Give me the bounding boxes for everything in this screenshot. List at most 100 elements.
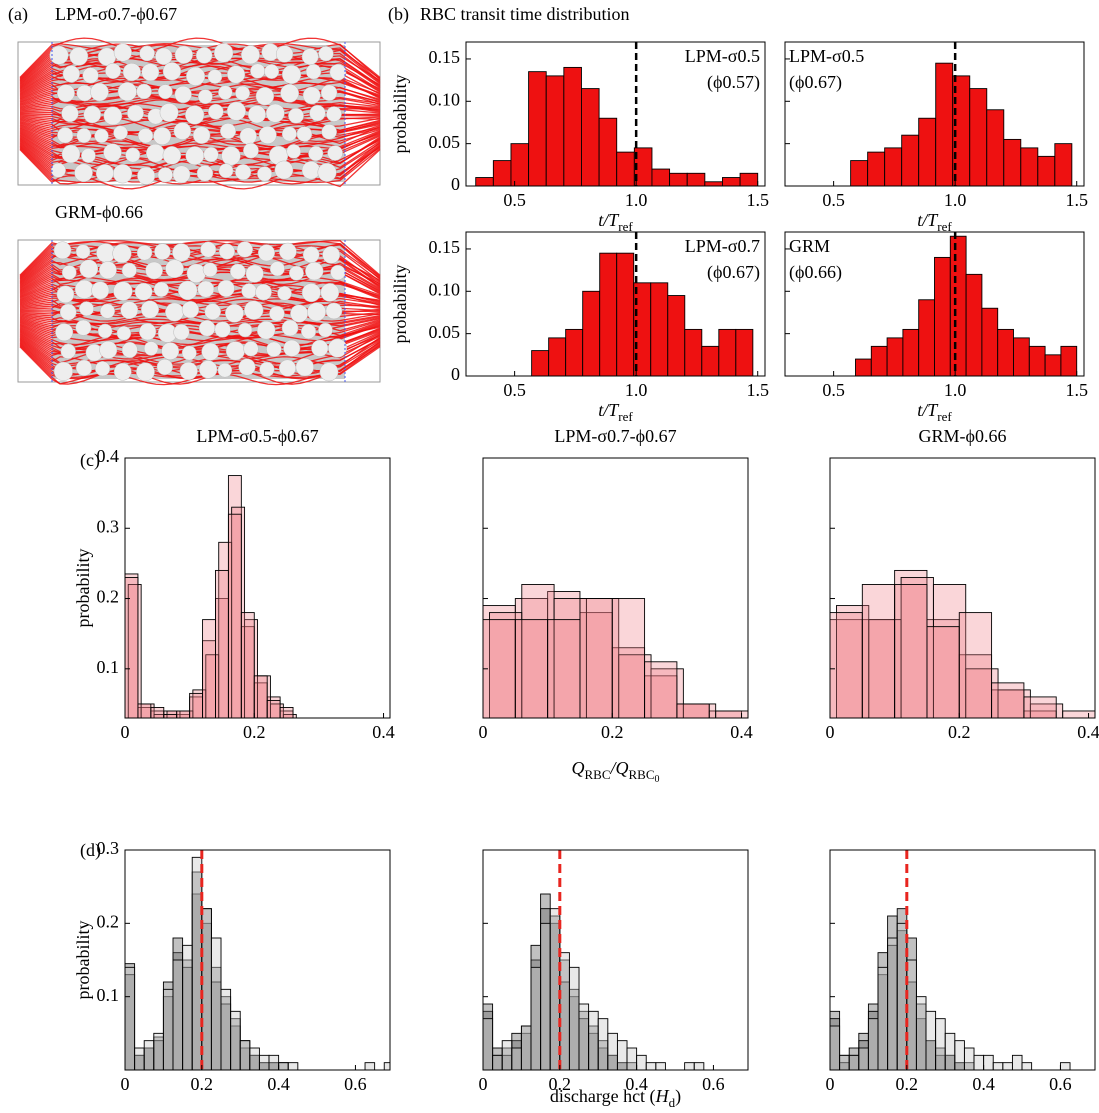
post — [113, 164, 132, 183]
post — [144, 341, 158, 355]
y-axis-label: probability — [390, 265, 410, 344]
x-tick-label: 1.5 — [1065, 380, 1088, 400]
post — [219, 164, 233, 178]
post — [226, 341, 245, 360]
post — [61, 344, 76, 359]
bar — [687, 173, 705, 186]
post — [163, 146, 181, 164]
post — [158, 84, 172, 98]
post — [162, 342, 179, 359]
bar — [1004, 139, 1021, 186]
post — [196, 47, 212, 63]
post — [62, 145, 80, 163]
post — [308, 146, 323, 161]
bar — [589, 1011, 599, 1070]
x-tick-label: 0.4 — [267, 1074, 290, 1094]
x-axis-label-part: t/T — [598, 400, 620, 420]
post — [158, 167, 173, 182]
bar — [903, 329, 919, 376]
post — [54, 362, 73, 381]
bar — [177, 711, 190, 718]
bar — [211, 938, 221, 1070]
post — [62, 265, 76, 279]
bar — [998, 329, 1014, 376]
post — [296, 358, 314, 376]
post — [92, 282, 109, 299]
post — [100, 304, 115, 319]
bar — [241, 613, 254, 718]
x-axis-label-part: t/T — [917, 400, 939, 420]
x-tick-label: 0.2 — [191, 1074, 214, 1094]
plot-area — [851, 42, 1072, 186]
bar — [608, 1033, 618, 1070]
post — [122, 263, 137, 278]
bar — [656, 1063, 666, 1070]
post — [98, 48, 116, 66]
post — [122, 342, 138, 358]
post — [328, 339, 347, 358]
post — [276, 46, 293, 63]
post — [203, 263, 217, 277]
x-axis-label: t/Tref — [917, 400, 952, 424]
x-tick-label: 0 — [121, 722, 130, 742]
bar — [581, 89, 599, 186]
bar — [634, 283, 651, 376]
post — [326, 303, 342, 319]
y-tick-label: 0 — [451, 174, 460, 194]
bar — [151, 707, 164, 718]
post — [54, 242, 71, 259]
post — [173, 166, 190, 183]
x-tick-label: 1.5 — [1065, 190, 1088, 210]
bar — [1012, 1055, 1022, 1070]
bar — [859, 1048, 869, 1070]
x-tick-label: 0.6 — [702, 1074, 725, 1094]
post — [127, 105, 143, 121]
annotation: LPM-σ0.5 — [685, 46, 760, 66]
plot-area — [830, 850, 1070, 1070]
post — [230, 264, 245, 279]
y-tick-label: 0.3 — [97, 838, 120, 858]
post — [246, 265, 264, 283]
post — [302, 283, 320, 301]
post — [288, 108, 303, 123]
bar — [888, 938, 898, 1070]
bar — [384, 1063, 394, 1070]
post — [225, 304, 243, 322]
post — [282, 65, 301, 84]
bar — [612, 599, 644, 718]
annotation: GRM — [789, 236, 830, 256]
bar — [936, 63, 953, 186]
post — [259, 126, 277, 144]
post — [76, 245, 90, 259]
post — [142, 64, 159, 81]
chart: 0.10.20.30.400.20.4LPM-σ0.5-ϕ0.67probabi… — [73, 426, 395, 742]
post — [235, 86, 249, 100]
post — [318, 163, 337, 182]
post — [75, 164, 93, 182]
post — [227, 66, 245, 84]
x-tick-label: 1.5 — [746, 190, 769, 210]
post — [76, 360, 92, 376]
x-tick-label: 0.5 — [822, 190, 845, 210]
bar — [183, 945, 193, 1070]
bar — [493, 1055, 503, 1070]
post — [186, 146, 204, 164]
bar — [579, 1004, 589, 1070]
panel-a: (a) LPM-σ0.7-ϕ0.67 GRM-ϕ0.66 — [8, 4, 380, 385]
x-axis-label-part: H — [655, 1086, 670, 1106]
post — [105, 63, 120, 78]
bar — [531, 967, 541, 1070]
bar — [694, 1063, 704, 1070]
bar — [269, 1055, 279, 1070]
post — [238, 323, 252, 337]
post — [96, 164, 114, 182]
chart: 0.51.01.5t/TrefGRM(ϕ0.66) — [785, 232, 1088, 424]
bar — [878, 967, 888, 1070]
x-axis-label-part: 0 — [655, 774, 660, 785]
x-tick-label: 1.5 — [746, 380, 769, 400]
bar — [125, 967, 135, 1070]
plot-area — [483, 584, 748, 718]
post — [331, 265, 346, 280]
post — [275, 161, 293, 179]
post — [146, 262, 163, 279]
